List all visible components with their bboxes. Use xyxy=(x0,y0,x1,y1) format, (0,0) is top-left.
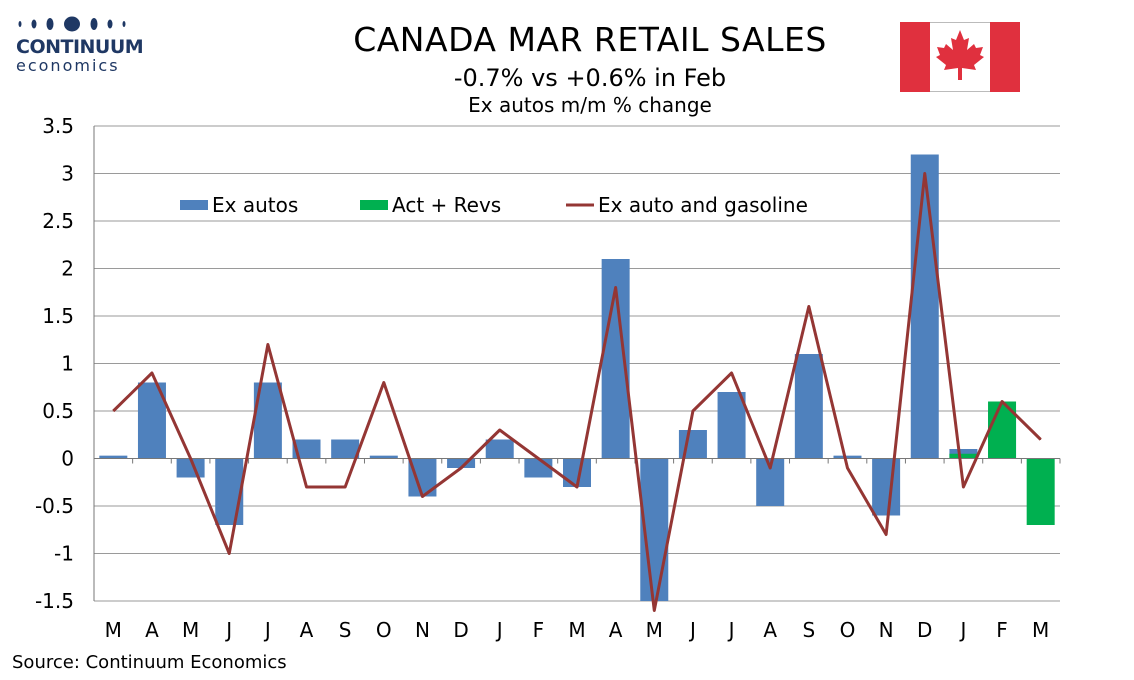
y-tick-label: 1 xyxy=(61,352,74,376)
line-point xyxy=(1001,401,1003,402)
y-tick-label: 0.5 xyxy=(42,399,74,423)
x-tick-label: D xyxy=(453,618,468,642)
bar-ex-autos xyxy=(485,439,514,459)
x-tick-label: J xyxy=(688,618,696,642)
x-tick-label: D xyxy=(917,618,932,642)
bar-ex-autos xyxy=(794,354,823,459)
bar-ex-autos xyxy=(910,154,939,459)
legend-swatch-act-revs xyxy=(360,200,388,210)
bar-ex-autos xyxy=(292,439,321,459)
line-point xyxy=(808,306,810,307)
y-tick-label: 0 xyxy=(61,447,74,471)
line-point xyxy=(885,534,887,535)
legend: Ex autos Act + Revs Ex auto and gasoline xyxy=(180,193,808,217)
x-tick-label: M xyxy=(646,618,663,642)
line-point xyxy=(344,486,346,488)
axes xyxy=(93,126,1061,601)
logo-name: CONTINUUM xyxy=(16,36,144,58)
line-point xyxy=(653,610,655,611)
line-point xyxy=(383,382,385,383)
x-tick-label: M xyxy=(568,618,585,642)
x-tick-label: M xyxy=(182,618,199,642)
canada-flag-icon xyxy=(899,21,1021,96)
bar-act-revs xyxy=(949,453,978,459)
legend-swatch-ex-autos xyxy=(180,200,208,210)
line-point xyxy=(190,458,192,459)
bar-ex-autos xyxy=(369,455,398,459)
x-tick-label: J xyxy=(224,618,232,642)
line-point xyxy=(615,287,617,288)
legend-label-act-revs: Act + Revs xyxy=(392,193,501,217)
x-tick-label: J xyxy=(263,618,271,642)
bar-ex-autos xyxy=(447,458,476,468)
line-point xyxy=(962,486,964,488)
x-tick-label: A xyxy=(609,618,623,642)
x-tick-label: O xyxy=(376,618,392,642)
x-tick-label: A xyxy=(300,618,314,642)
line-point xyxy=(846,467,848,469)
line-point xyxy=(228,553,230,554)
x-tick-label: A xyxy=(763,618,777,642)
series-line-ex-auto-gasoline xyxy=(112,172,1042,612)
line-point xyxy=(112,410,114,412)
x-tick-label: S xyxy=(802,618,815,642)
x-tick-label: N xyxy=(879,618,894,642)
y-tick-label: -0.5 xyxy=(35,494,74,518)
x-tick-label: J xyxy=(727,618,735,642)
line-point xyxy=(731,372,733,374)
line-point xyxy=(692,410,694,412)
chart-subtitle: -0.7% vs +0.6% in Feb xyxy=(453,64,727,92)
line-point xyxy=(924,173,926,174)
x-tick-label: A xyxy=(145,618,159,642)
y-tick-label: 3 xyxy=(61,162,74,186)
chart-title: CANADA MAR RETAIL SALES xyxy=(353,20,827,59)
x-tick-label: J xyxy=(958,618,966,642)
y-tick-label: -1.5 xyxy=(35,589,74,613)
line-point xyxy=(537,458,539,459)
y-tick-label: 2.5 xyxy=(42,209,74,233)
y-tick-labels: 3.5 3 2.5 2 1.5 1 0.5 0 -0.5 -1 -1.5 xyxy=(35,114,74,613)
x-tick-label: F xyxy=(533,618,545,642)
x-tick-label: S xyxy=(339,618,352,642)
source-note: Source: Continuum Economics xyxy=(12,652,287,673)
line-point xyxy=(267,344,269,345)
gridlines xyxy=(94,125,1060,602)
chart-subtitle-units: Ex autos m/m % change xyxy=(468,93,712,117)
logo-dots-icon xyxy=(16,16,128,36)
bar-act-revs xyxy=(1026,458,1055,525)
x-tick-label: O xyxy=(840,618,856,642)
line-point xyxy=(769,467,771,469)
bar-ex-autos xyxy=(524,458,553,478)
x-tick-label: M xyxy=(1032,618,1049,642)
line-point xyxy=(1040,439,1042,440)
line-point xyxy=(151,372,153,374)
bar-ex-autos xyxy=(833,455,862,459)
line-point xyxy=(306,486,308,488)
x-tick-label: J xyxy=(495,618,503,642)
logo-subtitle: economics xyxy=(16,56,120,75)
y-tick-label: 1.5 xyxy=(42,304,74,328)
legend-label-ex-auto-gasoline: Ex auto and gasoline xyxy=(598,193,808,217)
line-point xyxy=(460,467,462,469)
y-tick-label: 3.5 xyxy=(42,114,74,138)
y-tick-label: 2 xyxy=(61,257,74,281)
bar-ex-autos xyxy=(331,439,360,459)
bar-ex-autos xyxy=(872,458,901,516)
y-tick-label: -1 xyxy=(54,542,74,566)
x-tick-label: F xyxy=(996,618,1008,642)
line-point xyxy=(499,429,501,431)
line-point xyxy=(421,496,423,497)
bar-ex-autos xyxy=(215,458,244,525)
legend-label-ex-autos: Ex autos xyxy=(212,193,298,217)
bar-ex-autos xyxy=(99,455,128,459)
line-point xyxy=(576,486,578,488)
x-tick-label: N xyxy=(415,618,430,642)
bar-ex-autos xyxy=(717,392,746,459)
x-tick-label: M xyxy=(105,618,122,642)
line-series xyxy=(112,172,1042,612)
